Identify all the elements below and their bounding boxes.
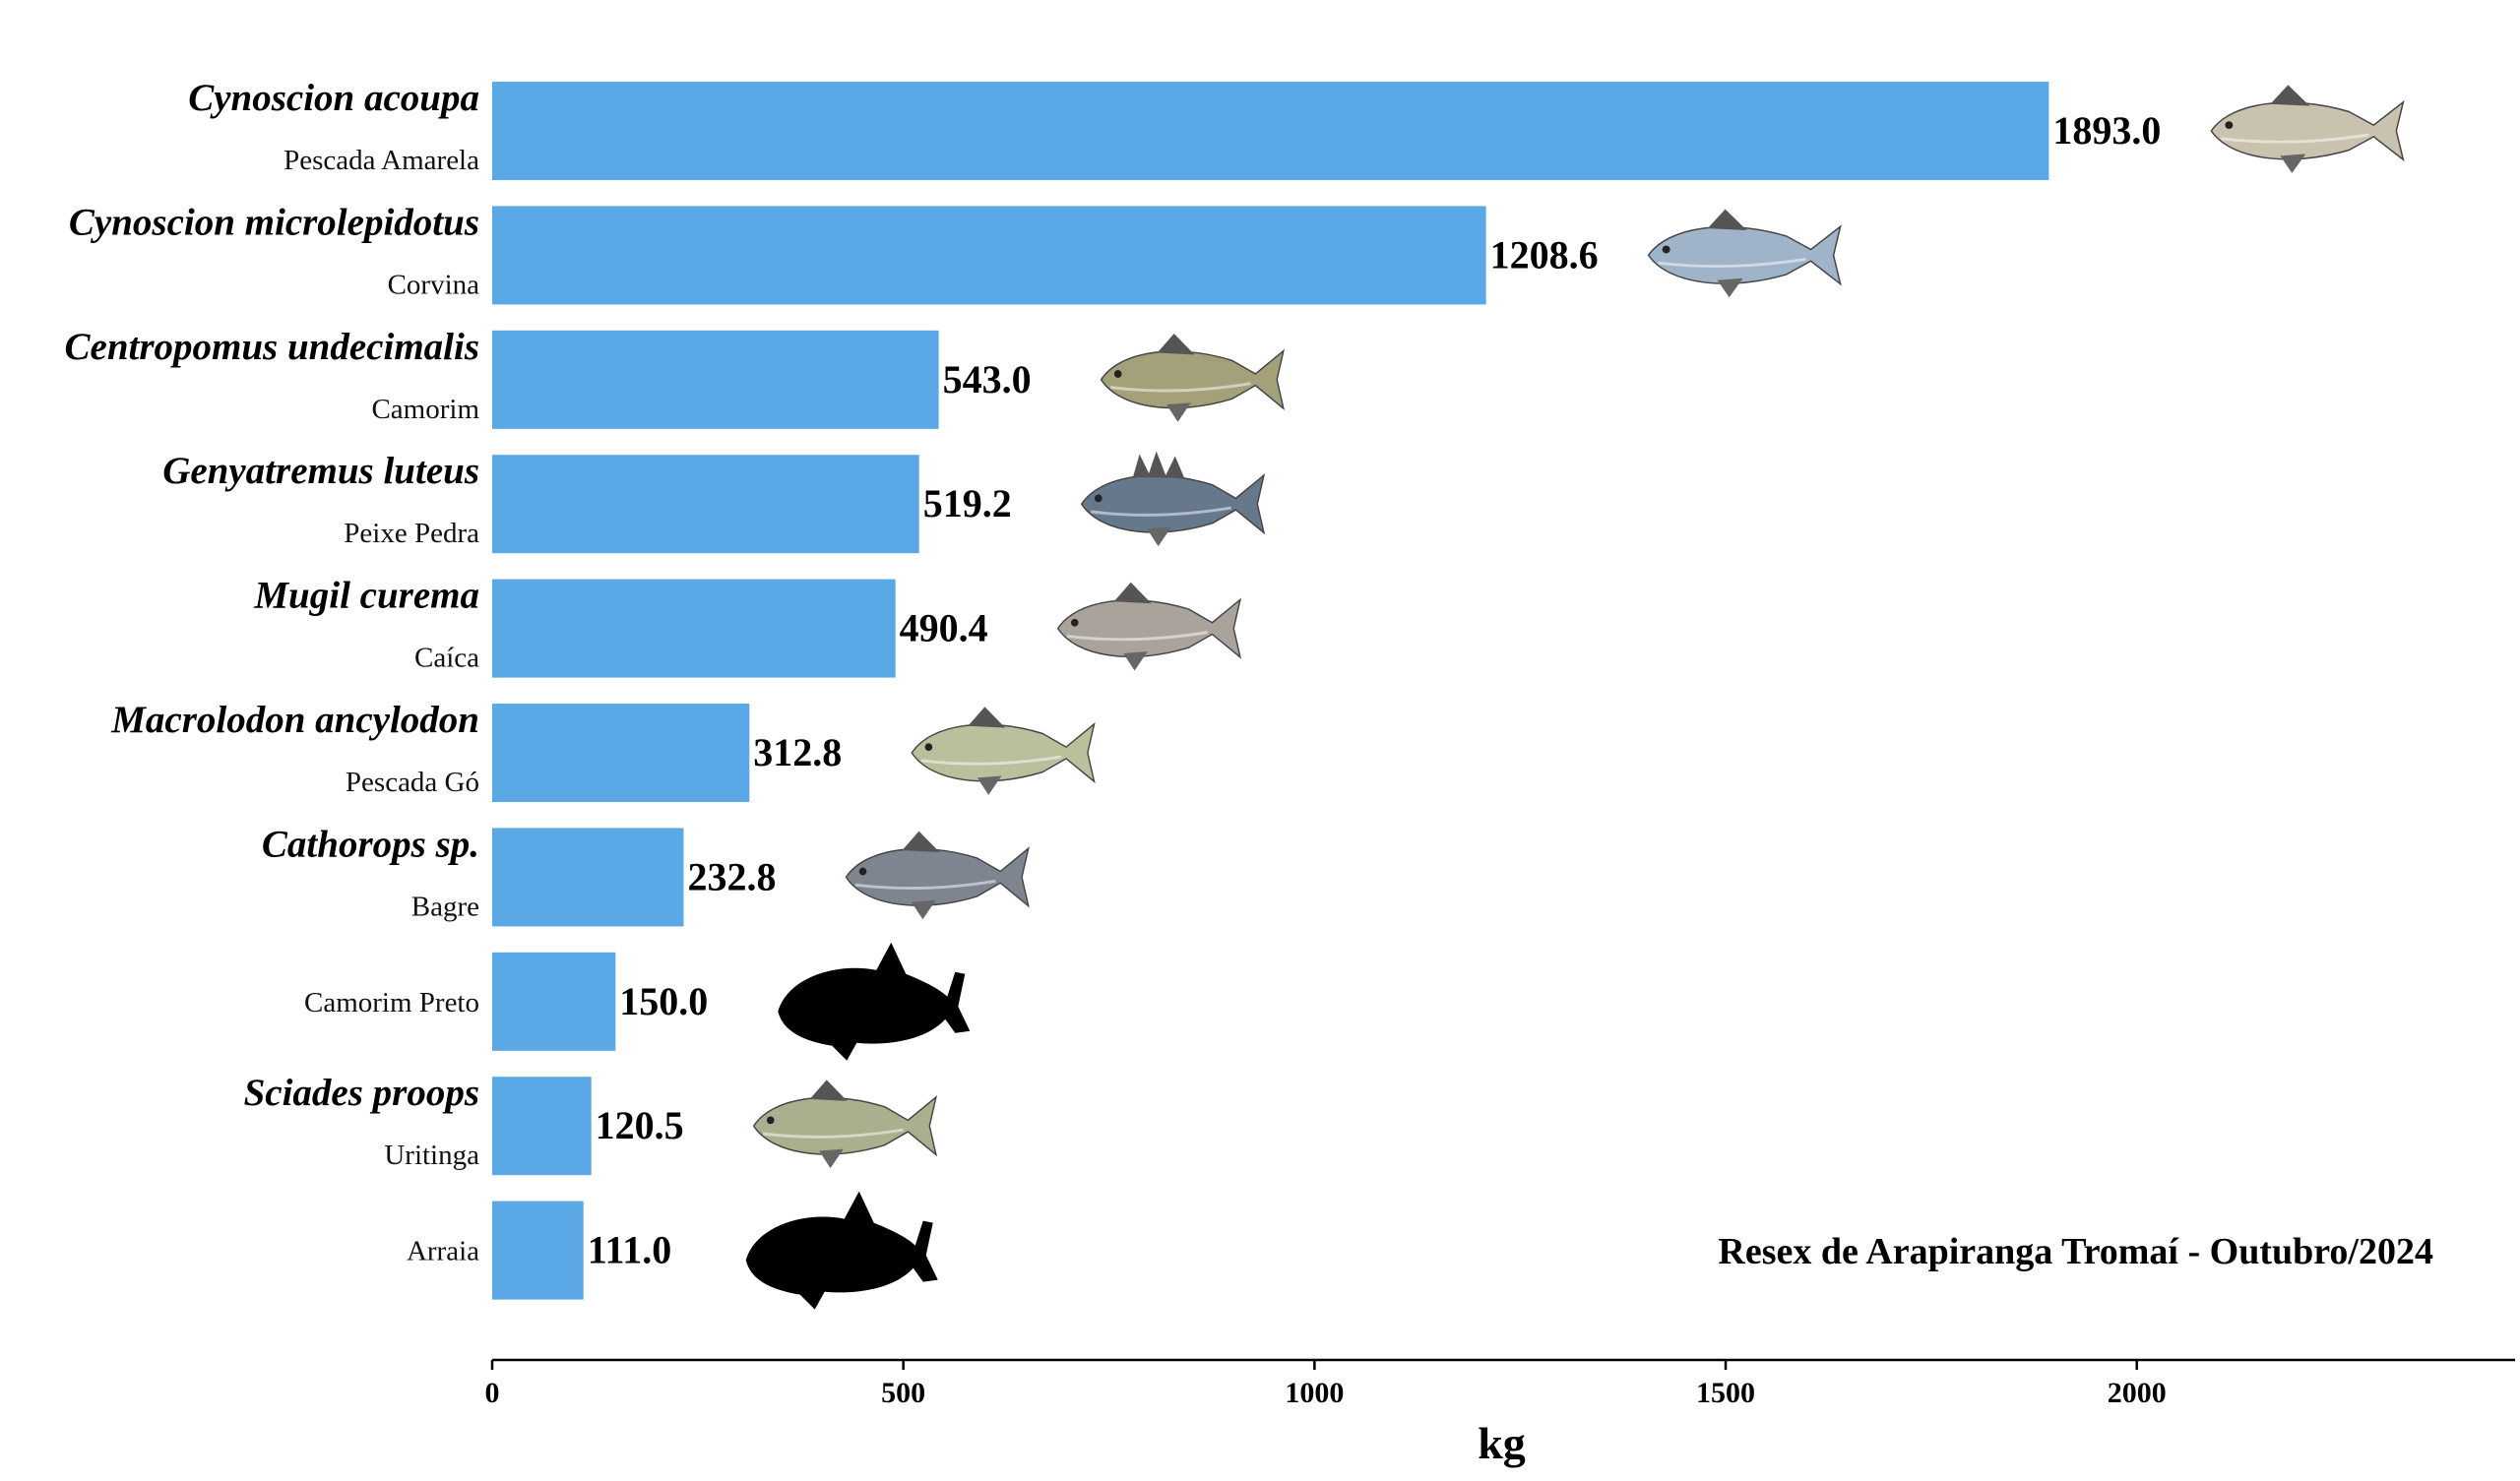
x-axis-label: kg: [1478, 1418, 1526, 1468]
value-label: 120.5: [596, 1103, 684, 1147]
yellow-hake-fish-icon: [2210, 85, 2405, 173]
category-scientific-name: Cynoscion acoupa: [188, 77, 479, 119]
bar: [492, 704, 750, 802]
bar: [492, 579, 896, 678]
mullet-fish-icon: [1056, 582, 1242, 671]
snook-fish-icon: [1100, 334, 1286, 422]
bar: [492, 455, 919, 554]
category-common-name: Pescada Amarela: [284, 145, 479, 176]
category-common-name: Arraia: [407, 1236, 479, 1267]
weakfish-fish-icon: [911, 707, 1096, 795]
value-label: 232.8: [687, 854, 776, 898]
category-common-name: Bagre: [411, 891, 479, 922]
bar: [492, 206, 1486, 305]
bar: [492, 828, 684, 927]
category-scientific-name: Sciades proops: [244, 1072, 479, 1114]
category-common-name: Camorim: [371, 394, 479, 425]
fish-icons-layer: [745, 85, 2405, 1310]
category-common-name: Pescada Gó: [346, 767, 479, 798]
uritinga-catfish-icon: [752, 1080, 938, 1169]
category-common-name: Uritinga: [384, 1140, 479, 1171]
bars-layer: [492, 82, 2049, 1300]
stone-fish-icon: [1080, 451, 1266, 547]
value-label: 519.2: [923, 481, 1012, 525]
x-tick-label: 1000: [1285, 1377, 1344, 1409]
category-scientific-name: Genyatremus luteus: [162, 450, 479, 492]
value-label: 1208.6: [1490, 232, 1599, 277]
value-label: 111.0: [588, 1228, 672, 1272]
category-common-name: Caíca: [414, 643, 479, 674]
category-scientific-name: Mugil curema: [253, 575, 479, 617]
category-labels-layer: Cynoscion acoupa Pescada Amarela Cynoscion…: [65, 77, 480, 1267]
x-tick-label: 1500: [1696, 1377, 1755, 1409]
corvina-fish-icon: [1647, 209, 1842, 298]
value-label: 543.0: [943, 357, 1032, 401]
chart-annotation: Resex de Arapiranga Tromaí - Outubro/202…: [1718, 1231, 2433, 1272]
x-tick-label: 2000: [2108, 1377, 2167, 1409]
value-label: 490.4: [900, 606, 988, 650]
fish-silhouette-icon: [778, 942, 971, 1061]
bar: [492, 1077, 592, 1176]
fish-silhouette-icon: [745, 1191, 938, 1310]
category-scientific-name: Cynoscion microlepidotus: [69, 201, 479, 243]
bar: [492, 952, 616, 1051]
value-label: 1893.0: [2052, 108, 2161, 153]
category-common-name: Camorim Preto: [304, 987, 479, 1018]
catfish-icon: [845, 831, 1030, 920]
bar: [492, 1201, 584, 1300]
bar: [492, 330, 939, 429]
value-label: 150.0: [619, 979, 708, 1023]
bar: [492, 82, 2049, 180]
value-label: 312.8: [753, 730, 842, 774]
x-axis-ticks: 0 500 1000 1500 2000: [485, 1360, 2167, 1409]
value-labels-layer: 1893.0 1208.6 543.0 519.2 490.4 312.8 232.8 150…: [588, 108, 2162, 1272]
category-scientific-name: Macrolodon ancylodon: [110, 699, 479, 741]
category-common-name: Corvina: [388, 269, 480, 300]
category-scientific-name: Cathorops sp.: [262, 823, 479, 865]
category-common-name: Peixe Pedra: [344, 518, 479, 549]
x-tick-label: 500: [881, 1377, 925, 1409]
category-scientific-name: Centropomus undecimalis: [65, 326, 480, 368]
x-tick-label: 0: [485, 1377, 500, 1409]
